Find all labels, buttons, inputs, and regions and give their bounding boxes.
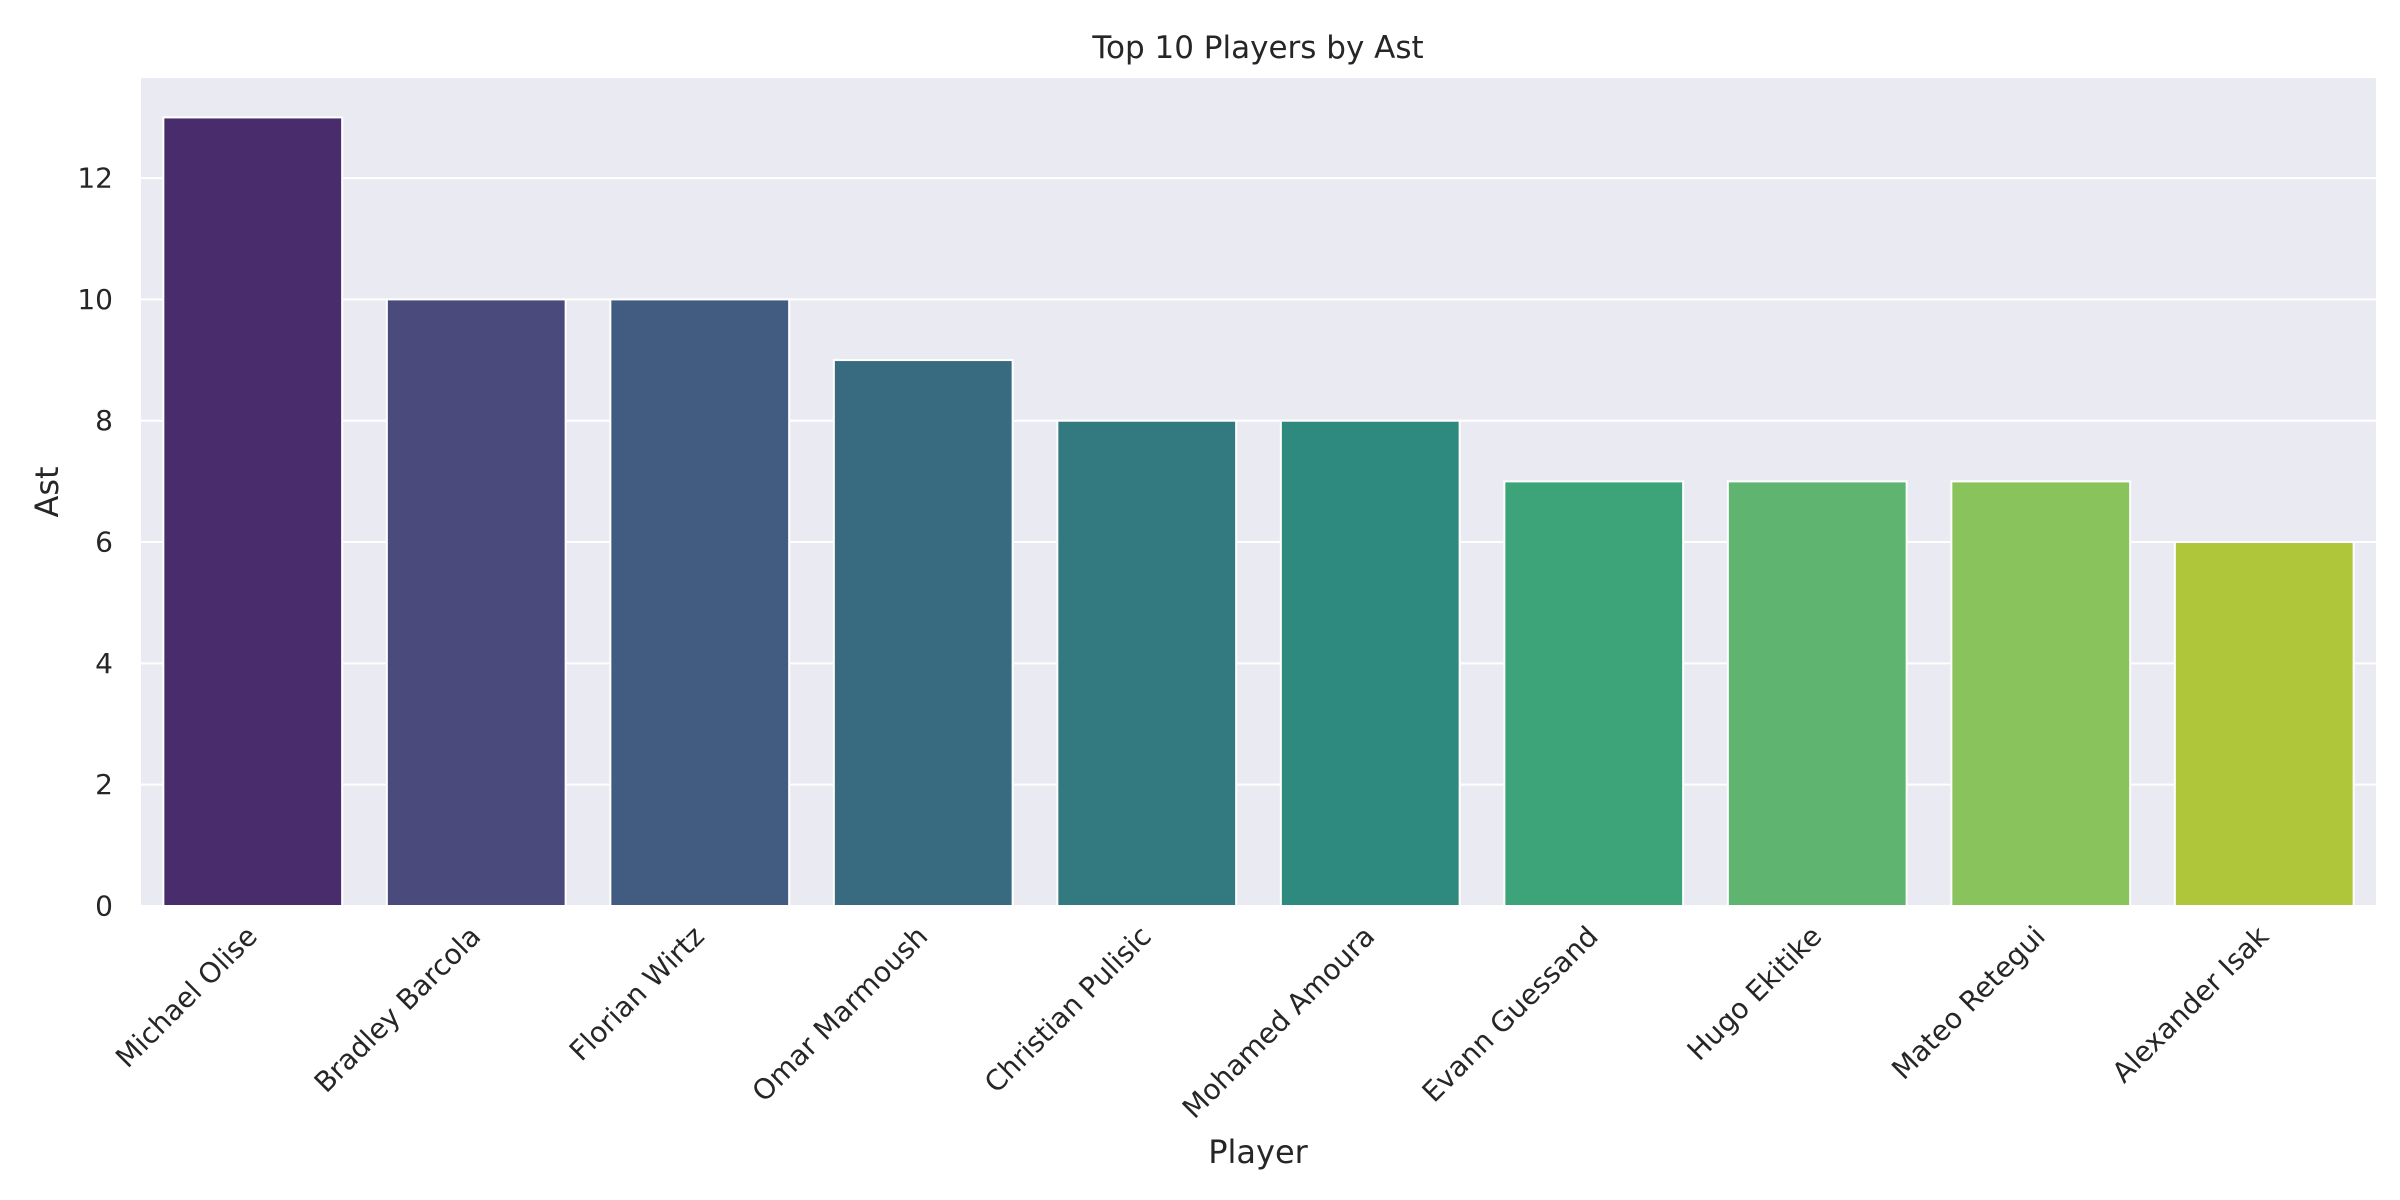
- x-tick-label: Mateo Retegui: [1885, 920, 2052, 1087]
- x-axis-label: Player: [1208, 1133, 1308, 1171]
- x-tick-label: Bradley Barcola: [308, 920, 488, 1100]
- bar: [1279, 419, 1461, 907]
- bar: [1950, 480, 2132, 907]
- x-tick-label: Michael Olise: [109, 920, 264, 1075]
- x-axis-ticks: Michael Olise Bradley Barcola Florian Wirt…: [109, 919, 2276, 1125]
- bar: [385, 298, 567, 907]
- bar: [2173, 541, 2355, 907]
- y-axis-label: Ast: [28, 466, 66, 517]
- y-tick-label: 0: [95, 890, 113, 923]
- bar: [1056, 419, 1238, 907]
- bar: [1726, 480, 1908, 907]
- y-tick-label: 10: [77, 283, 113, 316]
- y-axis-ticks: 0 2 4 6 8 10 12: [77, 162, 113, 923]
- bar: [832, 359, 1014, 908]
- x-tick-label: Mohamed Amoura: [1176, 920, 1381, 1125]
- x-tick-label: Hugo Ekitike: [1681, 920, 1828, 1067]
- y-tick-label: 6: [95, 526, 113, 559]
- x-tick-label: Evann Guessand: [1416, 920, 1605, 1109]
- x-tick-label: Christian Pulisic: [978, 920, 1158, 1100]
- y-tick-label: 2: [95, 768, 113, 801]
- bar: [162, 116, 344, 907]
- x-tick-label: Omar Marmoush: [746, 920, 935, 1109]
- x-tick-label: Florian Wirtz: [563, 920, 711, 1068]
- y-tick-label: 8: [95, 404, 113, 437]
- y-tick-label: 12: [77, 162, 113, 195]
- y-tick-label: 4: [95, 647, 113, 680]
- x-tick-label: Alexander Isak: [2106, 919, 2276, 1089]
- bar: [1503, 480, 1685, 907]
- chart-title: Top 10 Players by Ast: [1091, 30, 1423, 66]
- bar: [609, 298, 791, 907]
- bars: [162, 116, 2355, 908]
